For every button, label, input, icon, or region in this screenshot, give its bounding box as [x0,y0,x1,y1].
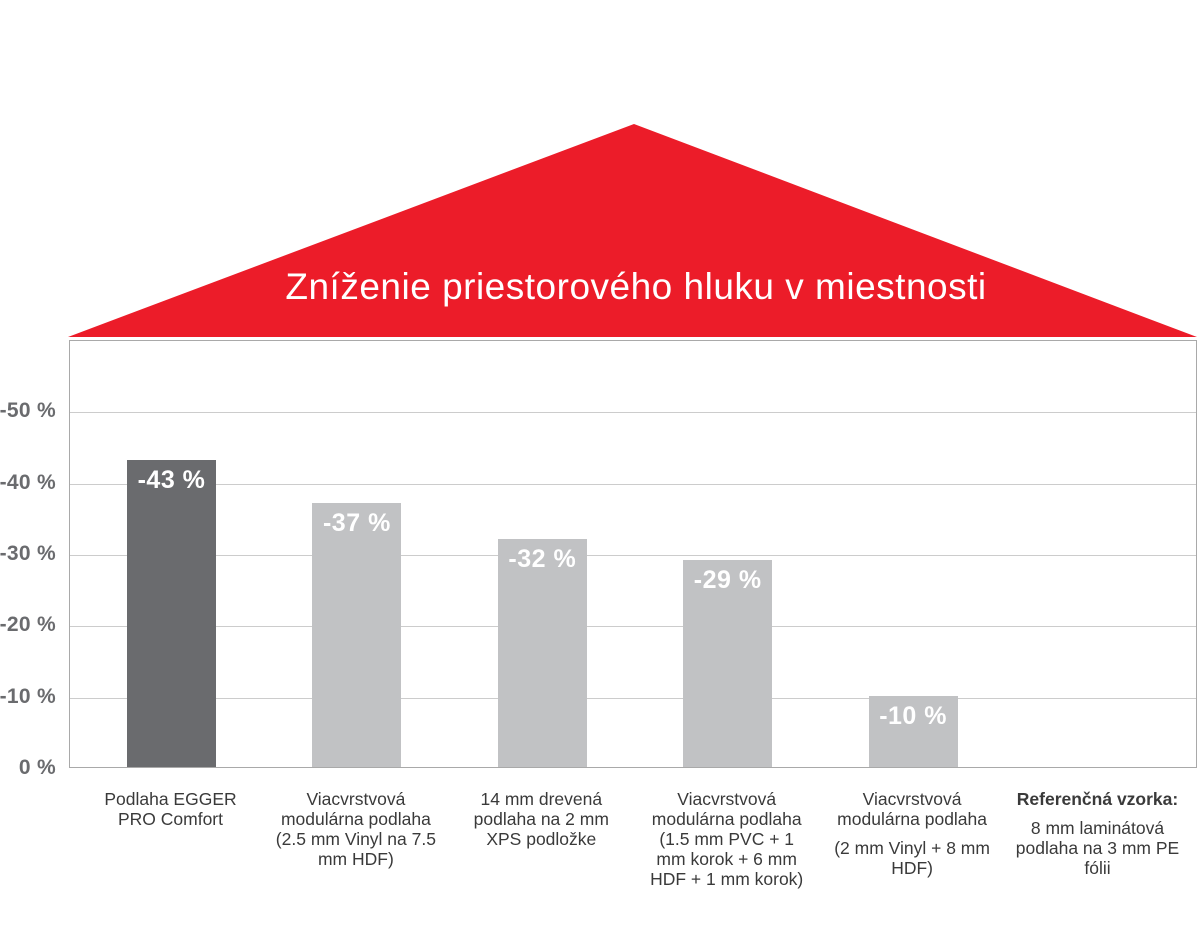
bar-value-label: -37 % [322,509,391,538]
gridline [70,697,1196,699]
category-label: Viacvrstvová modulárna podlaha (2 mm Viny… [819,789,1005,878]
y-axis-tick-label: -10 % [0,684,56,708]
plot-area: -43 % -37 % -32 % -29 % -10 % [69,340,1197,768]
bar: -43 % [127,460,216,767]
gridline [70,626,1196,628]
bar: -32 % [497,538,587,767]
y-axis-tick-label: -50 % [0,399,56,423]
bar: -29 % [683,560,773,767]
category-name: Referenčná vzorka: [1016,789,1179,809]
category-label: Referenčná vzorka: 8 mm laminátová podlah… [1005,789,1191,878]
bar-value-label: -29 % [693,566,762,595]
category-name: Podlaha EGGER PRO Comfort [104,789,237,829]
y-axis-tick-label: -40 % [0,470,56,494]
bar-value-label: -32 % [508,544,577,573]
y-axis-tick-label: 0 % [18,756,56,779]
chart-title: Zníženie priestorového hluku v miestnost… [285,266,987,307]
category-name: 14 mm drevená podlaha na 2 mm XPS podlož… [473,789,609,849]
category-label: 14 mm drevená podlaha na 2 mm XPS podlož… [448,789,634,849]
bar-value-label: -43 % [137,466,206,495]
category-name: Viacvrstvová modulárna podlaha [837,789,988,829]
gridline [70,412,1196,414]
y-axis-tick-label: -20 % [0,613,56,637]
roof-graphic [68,124,1197,337]
roof-triangle-shape [68,124,1197,337]
gridline [70,483,1196,485]
category-detail: 8 mm laminátová podlaha na 3 mm PE fólii [1015,818,1180,878]
category-label: Viacvrstvová modulárna podlaha (1.5 mm P… [634,789,820,889]
category-label: Podlaha EGGER PRO Comfort [78,789,264,829]
bar-value-label: -10 % [879,701,947,730]
bar: -10 % [868,695,958,767]
bar: -37 % [312,503,402,767]
y-axis-tick-label: -30 % [0,542,56,565]
gridline [70,555,1196,556]
category-name: Viacvrstvová modulárna podlaha (2.5 mm V… [275,789,436,869]
category-detail: (2 mm Vinyl + 8 mm HDF) [834,838,990,878]
category-label: Viacvrstvová modulárna podlaha (2.5 mm V… [263,789,449,869]
category-name: Viacvrstvová modulárna podlaha (1.5 mm P… [650,789,804,889]
